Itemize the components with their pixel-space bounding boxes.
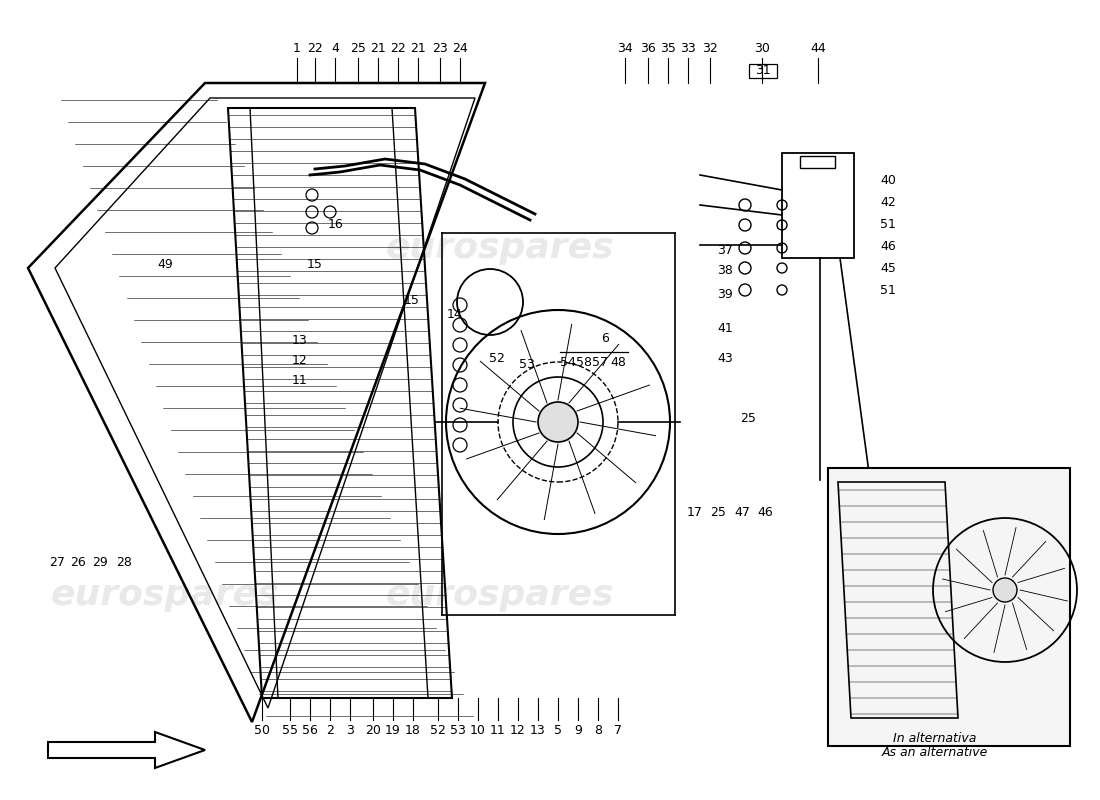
Text: 26: 26 — [70, 555, 86, 569]
Text: 24: 24 — [452, 42, 468, 54]
Text: In alternativa: In alternativa — [893, 731, 977, 745]
Text: 56: 56 — [302, 723, 318, 737]
Text: 23: 23 — [432, 42, 448, 54]
Text: eurospares: eurospares — [386, 578, 614, 612]
Text: 2: 2 — [326, 723, 334, 737]
Bar — [828, 468, 1070, 746]
Text: 25: 25 — [711, 506, 726, 518]
Text: 17: 17 — [688, 506, 703, 518]
Text: 47: 47 — [734, 506, 750, 518]
Text: 46: 46 — [757, 506, 773, 518]
Text: 36: 36 — [640, 42, 656, 54]
Text: 58: 58 — [576, 355, 592, 369]
Text: 13: 13 — [530, 723, 546, 737]
Text: 5: 5 — [896, 711, 904, 725]
Text: 21: 21 — [410, 42, 426, 54]
Text: 59: 59 — [870, 711, 886, 725]
Text: 13: 13 — [293, 334, 308, 346]
Text: 6: 6 — [601, 331, 609, 345]
Text: 44: 44 — [810, 42, 826, 54]
Text: 9: 9 — [574, 723, 582, 737]
Text: 34: 34 — [617, 42, 632, 54]
Text: 6: 6 — [1044, 558, 1052, 571]
Text: 57: 57 — [592, 355, 608, 369]
Text: 5: 5 — [554, 723, 562, 737]
Text: 15: 15 — [404, 294, 420, 306]
Text: 52: 52 — [490, 351, 505, 365]
Text: 38: 38 — [717, 263, 733, 277]
Text: eurospares: eurospares — [51, 578, 279, 612]
Text: 33: 33 — [680, 42, 696, 54]
Circle shape — [538, 402, 578, 442]
Text: 31: 31 — [755, 65, 771, 78]
Text: 39: 39 — [717, 289, 733, 302]
Text: As an alternative: As an alternative — [882, 746, 988, 758]
Text: 49: 49 — [157, 258, 173, 271]
Text: 8: 8 — [594, 723, 602, 737]
Bar — [800, 156, 835, 168]
Text: 54: 54 — [560, 355, 576, 369]
Text: 3: 3 — [346, 723, 354, 737]
Text: 28: 28 — [117, 555, 132, 569]
Text: 12: 12 — [510, 723, 526, 737]
Text: 60: 60 — [1041, 583, 1056, 597]
Text: 51: 51 — [880, 283, 895, 297]
Text: 48: 48 — [610, 355, 626, 369]
Text: 55: 55 — [282, 723, 298, 737]
Text: 50: 50 — [254, 723, 270, 737]
Text: 46: 46 — [880, 239, 895, 253]
Text: 29: 29 — [92, 555, 108, 569]
Text: 15: 15 — [307, 258, 323, 271]
Text: 53: 53 — [519, 358, 535, 371]
Bar — [782, 153, 854, 258]
Text: 20: 20 — [365, 723, 381, 737]
Text: eurospares: eurospares — [386, 231, 614, 265]
Text: 19: 19 — [385, 723, 400, 737]
Text: 1: 1 — [293, 42, 301, 54]
Text: 10: 10 — [470, 723, 486, 737]
Text: 30: 30 — [755, 42, 770, 54]
Text: 11: 11 — [293, 374, 308, 386]
Text: 41: 41 — [717, 322, 733, 334]
Text: 25: 25 — [740, 411, 756, 425]
Text: 52: 52 — [430, 723, 446, 737]
Text: 37: 37 — [717, 243, 733, 257]
Text: 16: 16 — [328, 218, 344, 231]
Circle shape — [993, 578, 1018, 602]
Text: 21: 21 — [370, 42, 386, 54]
Bar — [749, 64, 777, 78]
Text: 43: 43 — [717, 351, 733, 365]
Text: 27: 27 — [50, 555, 65, 569]
Text: 32: 32 — [702, 42, 718, 54]
Text: 53: 53 — [986, 469, 1001, 482]
Text: 22: 22 — [307, 42, 323, 54]
Text: 7: 7 — [614, 723, 622, 737]
Text: 42: 42 — [880, 195, 895, 209]
Text: 4: 4 — [331, 42, 339, 54]
Text: 40: 40 — [880, 174, 895, 186]
Text: 11: 11 — [491, 723, 506, 737]
Text: 52: 52 — [962, 469, 978, 482]
Text: 18: 18 — [405, 723, 421, 737]
Text: 25: 25 — [350, 42, 366, 54]
Text: 53: 53 — [450, 723, 466, 737]
Text: 45: 45 — [880, 262, 895, 274]
Text: 22: 22 — [390, 42, 406, 54]
Text: 12: 12 — [293, 354, 308, 366]
Text: 51: 51 — [880, 218, 895, 230]
Text: 35: 35 — [660, 42, 675, 54]
Text: 14: 14 — [447, 309, 463, 322]
